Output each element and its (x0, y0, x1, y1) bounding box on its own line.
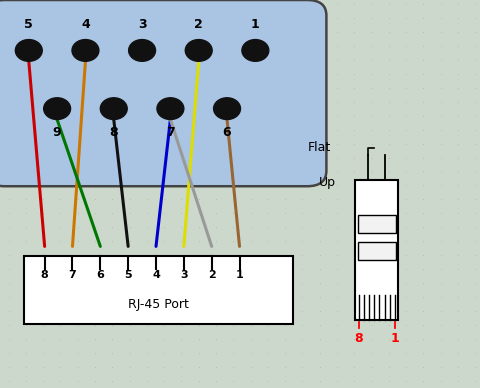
Text: 7: 7 (69, 270, 76, 280)
Text: Up: Up (319, 176, 336, 189)
Circle shape (44, 98, 71, 120)
Bar (24, 256, 293, 324)
Text: 1: 1 (236, 270, 243, 280)
Text: 3: 3 (180, 270, 188, 280)
Text: 5: 5 (124, 270, 132, 280)
Circle shape (100, 98, 127, 120)
Text: RJ-45 Port: RJ-45 Port (128, 298, 189, 311)
Circle shape (72, 40, 99, 61)
Text: 7: 7 (166, 126, 175, 140)
Text: 1: 1 (251, 18, 260, 31)
Text: Flat: Flat (308, 141, 331, 154)
Text: 8: 8 (355, 332, 363, 345)
Text: 2: 2 (208, 270, 216, 280)
Text: 6: 6 (223, 126, 231, 140)
Text: 8: 8 (41, 270, 48, 280)
Text: 4: 4 (152, 270, 160, 280)
Text: 1: 1 (390, 332, 399, 345)
Circle shape (129, 40, 156, 61)
Bar (358, 242, 396, 260)
Text: 6: 6 (96, 270, 104, 280)
Text: 8: 8 (109, 126, 118, 140)
Bar (358, 215, 396, 234)
Circle shape (242, 40, 269, 61)
Text: 2: 2 (194, 18, 203, 31)
FancyBboxPatch shape (0, 0, 326, 186)
Circle shape (157, 98, 184, 120)
Text: 3: 3 (138, 18, 146, 31)
Text: 5: 5 (24, 18, 33, 31)
Text: 9: 9 (53, 126, 61, 140)
Circle shape (185, 40, 212, 61)
Bar (355, 180, 398, 320)
Circle shape (214, 98, 240, 120)
Text: 4: 4 (81, 18, 90, 31)
Circle shape (15, 40, 42, 61)
